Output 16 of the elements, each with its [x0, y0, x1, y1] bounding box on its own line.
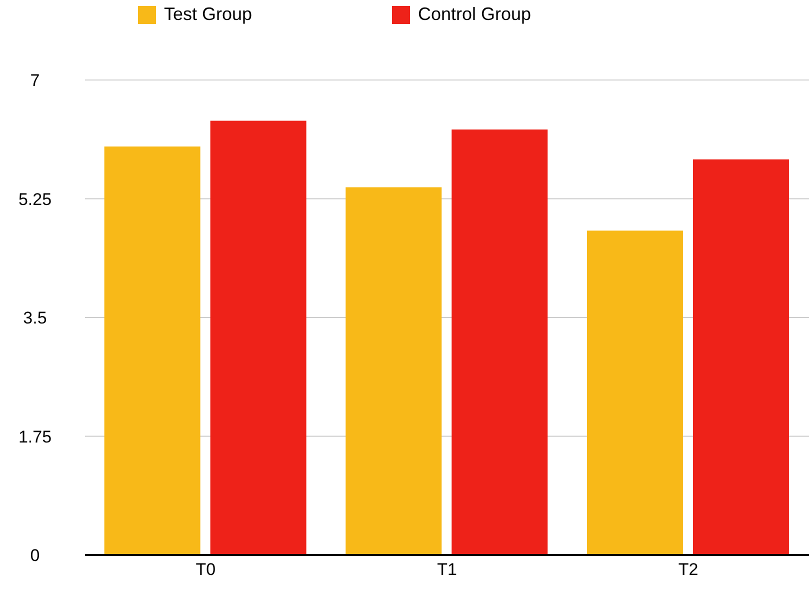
- bar: [346, 187, 442, 555]
- bar: [692, 159, 789, 555]
- y-tick-label: 0: [30, 546, 40, 566]
- y-tick-label: 7: [30, 71, 40, 90]
- y-tick-label: 1.75: [18, 427, 52, 446]
- bar: [104, 146, 200, 555]
- y-tick-label: 3.5: [23, 308, 47, 328]
- x-tick-label: T1: [437, 560, 457, 580]
- bar: [452, 130, 548, 555]
- bar: [586, 230, 683, 555]
- x-tick-label: T2: [678, 560, 698, 580]
- bar: [210, 120, 306, 555]
- legend-label: Test Group: [164, 4, 252, 24]
- legend-label: Control Group: [418, 4, 532, 24]
- y-tick-label: 5.25: [18, 190, 52, 209]
- x-tick-label: T0: [196, 560, 216, 580]
